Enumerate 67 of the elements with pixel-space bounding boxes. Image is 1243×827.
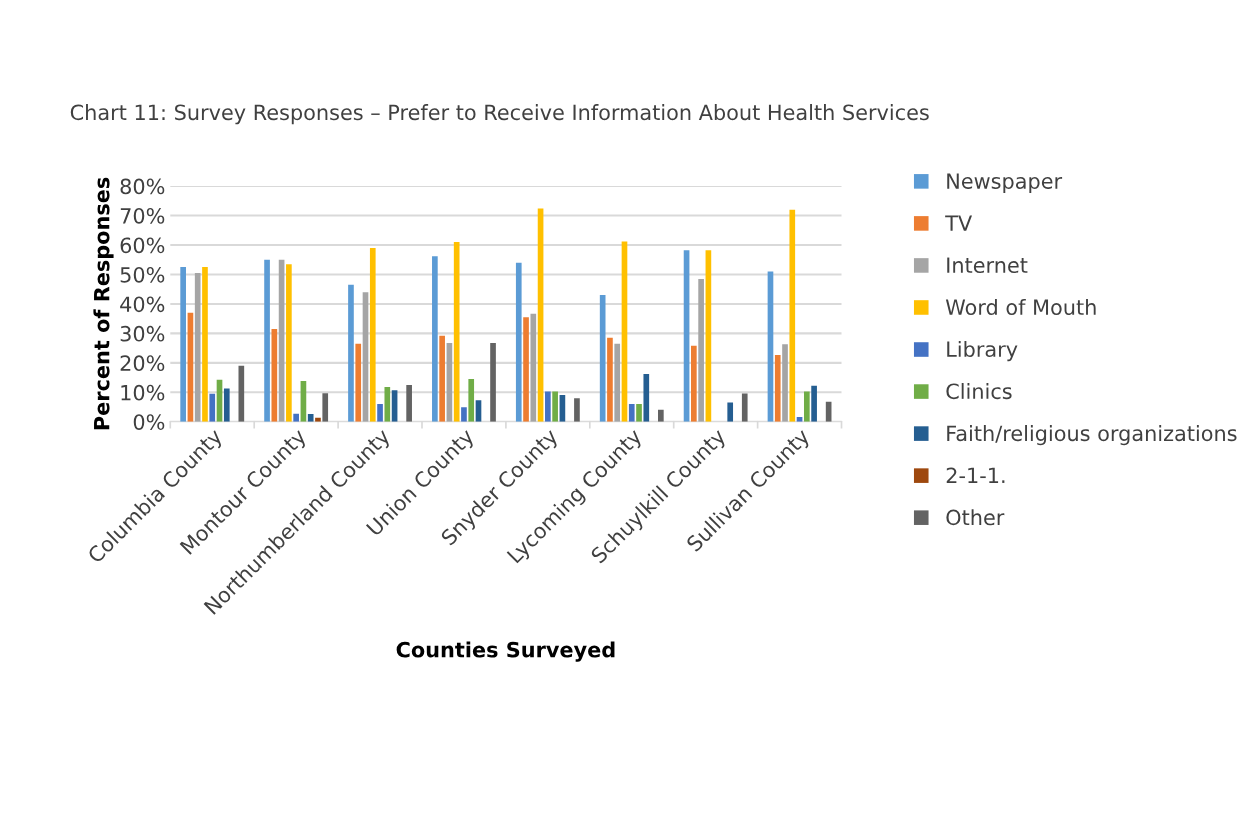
bar — [432, 256, 438, 422]
bar — [322, 393, 329, 422]
bar — [453, 242, 460, 422]
bar — [271, 328, 278, 422]
y-tick-label: 40% — [120, 296, 165, 313]
bar — [293, 413, 299, 422]
bar — [691, 345, 697, 422]
bar — [369, 247, 376, 422]
bar — [804, 391, 810, 422]
bar — [607, 337, 613, 422]
legend-label: Clinics — [946, 383, 1012, 400]
y-tick-label: 80% — [120, 178, 165, 195]
y-tick-label: 60% — [120, 237, 165, 254]
bar — [628, 404, 635, 422]
bar — [523, 317, 529, 422]
bar — [636, 404, 642, 422]
legend-label: TV — [945, 215, 973, 231]
x-axis-title: Counties Surveyed — [396, 641, 615, 662]
legend-label: Other — [946, 509, 1005, 526]
bar — [698, 278, 704, 422]
bar — [377, 404, 383, 422]
bar — [439, 335, 445, 422]
bar — [643, 374, 650, 422]
bar — [286, 264, 292, 422]
legend-label: Internet — [947, 257, 1028, 274]
legend-label: Faith/religious organizations — [947, 425, 1237, 446]
legend-label: 2-1-1. — [946, 467, 1005, 483]
bar — [348, 284, 354, 422]
bar — [194, 272, 201, 422]
bar — [384, 387, 391, 422]
bar — [658, 409, 664, 422]
bar — [209, 393, 216, 422]
bar — [490, 343, 496, 422]
bar — [406, 384, 412, 422]
legend-label: Word of Mouth — [945, 298, 1096, 316]
bar — [515, 262, 522, 422]
bar — [264, 259, 270, 422]
bar — [202, 267, 208, 422]
bar — [599, 295, 606, 422]
bar — [180, 267, 186, 422]
y-tick-label: 0% — [133, 414, 165, 430]
bar — [530, 313, 537, 422]
bar — [238, 365, 245, 422]
y-tick-label: 50% — [120, 266, 165, 283]
y-axis-title: Percent of Responses — [93, 177, 114, 430]
legend-label: Library — [947, 340, 1018, 362]
chart-title: Chart 11: Survey Responses – Prefer to Receive Information About Health Services — [70, 104, 929, 125]
bar — [789, 209, 796, 422]
y-tick-label: 30% — [120, 325, 165, 342]
y-tick-label: 10% — [121, 384, 165, 401]
legend-label: Newspaper — [947, 173, 1063, 193]
bar — [741, 393, 748, 422]
bar — [461, 407, 467, 422]
bar — [307, 414, 314, 422]
bar — [614, 343, 621, 422]
bar — [223, 388, 230, 422]
bar — [774, 354, 781, 422]
bar — [468, 379, 475, 422]
y-tick-label: 70% — [120, 207, 165, 224]
bar — [355, 343, 362, 422]
bar — [574, 398, 580, 422]
bar — [552, 391, 558, 422]
y-tick-label: 20% — [120, 355, 165, 372]
bar — [545, 391, 551, 422]
bar — [727, 402, 734, 422]
bar — [782, 344, 788, 422]
bar — [811, 385, 817, 422]
